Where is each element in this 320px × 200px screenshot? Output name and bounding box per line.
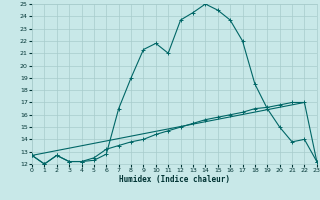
X-axis label: Humidex (Indice chaleur): Humidex (Indice chaleur) xyxy=(119,175,230,184)
